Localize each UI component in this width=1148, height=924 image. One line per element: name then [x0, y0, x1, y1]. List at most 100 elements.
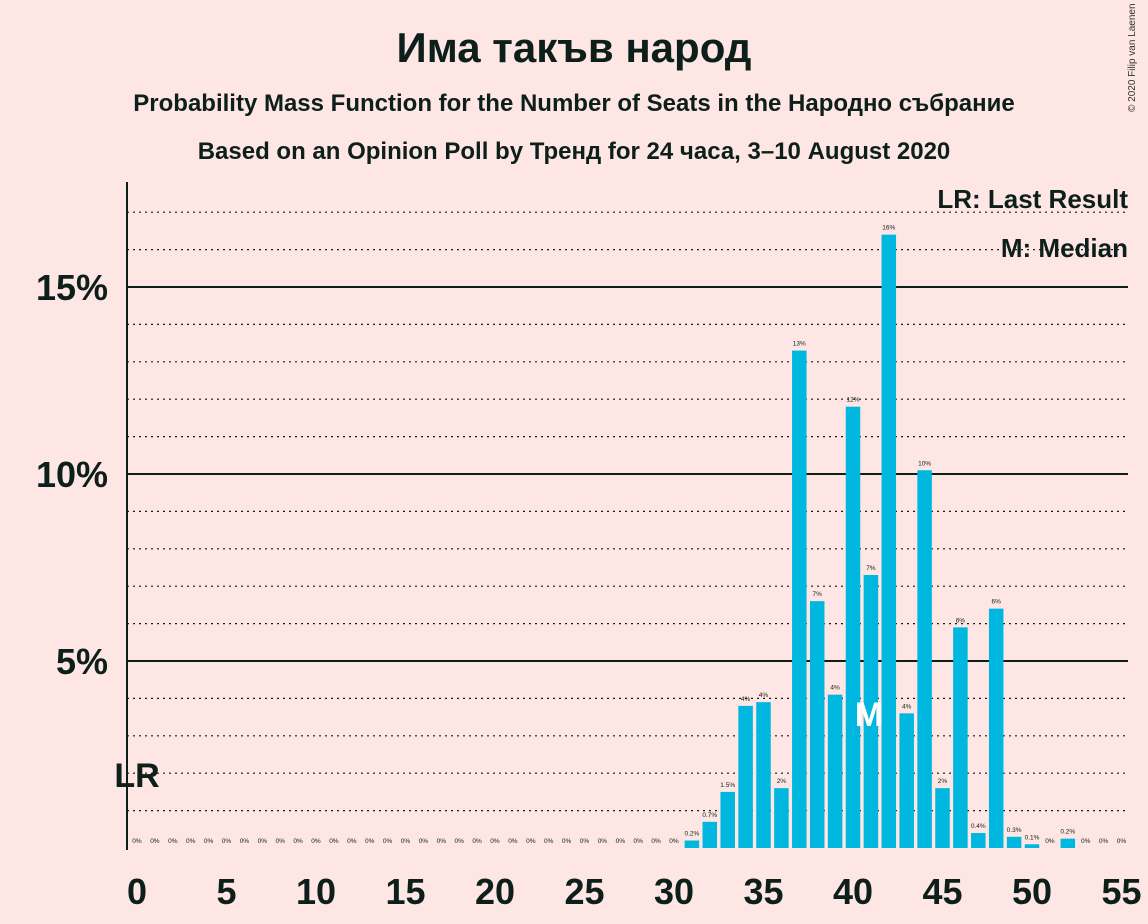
bar-value-label: 0% [651, 838, 661, 845]
bar-value-label: 2% [938, 778, 948, 785]
x-tick-label: 5 [216, 871, 236, 912]
x-tick-label: 35 [743, 871, 783, 912]
bar [1060, 838, 1076, 848]
bar [917, 470, 932, 848]
bar-value-label: 0% [293, 838, 303, 845]
bar-value-label: 0.1% [1025, 834, 1040, 841]
bar [988, 608, 1004, 848]
bar-value-label: 6% [991, 599, 1001, 606]
x-tick-label: 55 [1101, 871, 1141, 912]
bar-value-label: 0% [1081, 838, 1091, 845]
bar-value-label: 0% [311, 838, 321, 845]
bar-value-label: 0.7% [702, 812, 717, 819]
x-tick-label: 45 [922, 871, 962, 912]
median-marker: M [855, 696, 883, 734]
bar-value-label: 6% [956, 617, 966, 624]
bar-value-label: 0.3% [1007, 827, 1022, 834]
bar-value-label: 0% [1117, 838, 1127, 845]
bar-value-label: 0% [383, 838, 393, 845]
y-tick-label: 5% [56, 641, 108, 682]
bar-value-label: 0% [365, 838, 375, 845]
bar-value-label: 0% [401, 838, 411, 845]
bar-value-label: 0% [454, 838, 464, 845]
bar-value-label: 0% [150, 838, 160, 845]
bar-value-label: 0% [598, 838, 608, 845]
bar [756, 702, 771, 848]
bar [1024, 844, 1040, 848]
bar-value-label: 1.5% [720, 782, 735, 789]
bar-value-label: 0% [204, 838, 214, 845]
bar [881, 234, 897, 848]
bar [935, 788, 950, 848]
legend-last-result: LR: Last Result [937, 184, 1128, 214]
bar-value-label: 0% [258, 838, 268, 845]
bar-value-label: 4% [759, 692, 769, 699]
bar-value-label: 0% [329, 838, 339, 845]
bar-value-label: 0% [222, 838, 232, 845]
bar [971, 833, 986, 848]
bar [899, 713, 914, 848]
chart-subtitle: Probability Mass Function for the Number… [133, 90, 1015, 117]
bar-value-label: 0% [669, 838, 679, 845]
y-tick-label: 10% [36, 454, 108, 495]
bar-value-label: 7% [812, 591, 822, 598]
bar-value-label: 12% [846, 397, 859, 404]
bar-value-label: 0% [508, 838, 518, 845]
x-tick-label: 10 [296, 871, 336, 912]
bar-value-label: 2% [777, 778, 787, 785]
bar-value-label: 0% [1099, 838, 1109, 845]
bar [1006, 836, 1022, 848]
x-tick-label: 40 [833, 871, 873, 912]
x-tick-label: 25 [564, 871, 604, 912]
chart-title: Има такъв народ [396, 24, 752, 71]
bar-value-label: 0% [526, 838, 536, 845]
chart-subtitle-poll: Based on an Opinion Poll by Тренд for 24… [197, 138, 951, 165]
bar-value-label: 16% [882, 225, 895, 232]
legend-median: M: Median [1000, 233, 1128, 263]
bar-value-label: 0.2% [684, 831, 699, 838]
bar-value-label: 0% [275, 838, 285, 845]
bar-value-label: 0% [168, 838, 178, 845]
bar-value-label: 4% [830, 685, 840, 692]
bar-value-label: 13% [793, 341, 806, 348]
bar-value-label: 4% [902, 703, 912, 710]
bar [684, 840, 700, 848]
bar [792, 350, 807, 848]
bar-value-label: 0% [132, 838, 142, 845]
x-tick-label: 50 [1012, 871, 1052, 912]
y-tick-label: 15% [36, 267, 108, 308]
x-tick-label: 20 [475, 871, 515, 912]
bar [702, 821, 718, 848]
bar-value-label: 0% [472, 838, 482, 845]
bar [809, 601, 825, 848]
bar [827, 694, 843, 848]
bar-value-label: 0% [437, 838, 447, 845]
x-tick-label: 15 [385, 871, 425, 912]
bar-value-label: 0% [186, 838, 196, 845]
bar-value-label: 0% [240, 838, 250, 845]
bar-value-label: 0% [419, 838, 429, 845]
bar-value-label: 0% [347, 838, 357, 845]
last-result-marker: LR [114, 757, 159, 795]
bar [863, 574, 879, 848]
bar-value-label: 4% [741, 696, 751, 703]
bar-value-label: 0% [490, 838, 500, 845]
bar [738, 705, 753, 848]
bar-value-label: 10% [918, 460, 931, 467]
bar-value-label: 0% [544, 838, 554, 845]
bar-value-label: 0% [580, 838, 590, 845]
bar-value-label: 0% [1045, 838, 1055, 845]
bar-value-label: 0% [616, 838, 626, 845]
bar-value-label: 0% [633, 838, 643, 845]
bar [845, 406, 861, 848]
bar-value-label: 0.2% [1060, 829, 1075, 836]
x-tick-label: 0 [127, 871, 147, 912]
bar [720, 791, 735, 848]
bar-value-label: 7% [866, 565, 876, 572]
bar-value-label: 0.4% [971, 823, 986, 830]
bar [774, 788, 789, 848]
bar [953, 627, 968, 848]
x-tick-label: 30 [654, 871, 694, 912]
bar-value-label: 0% [562, 838, 572, 845]
